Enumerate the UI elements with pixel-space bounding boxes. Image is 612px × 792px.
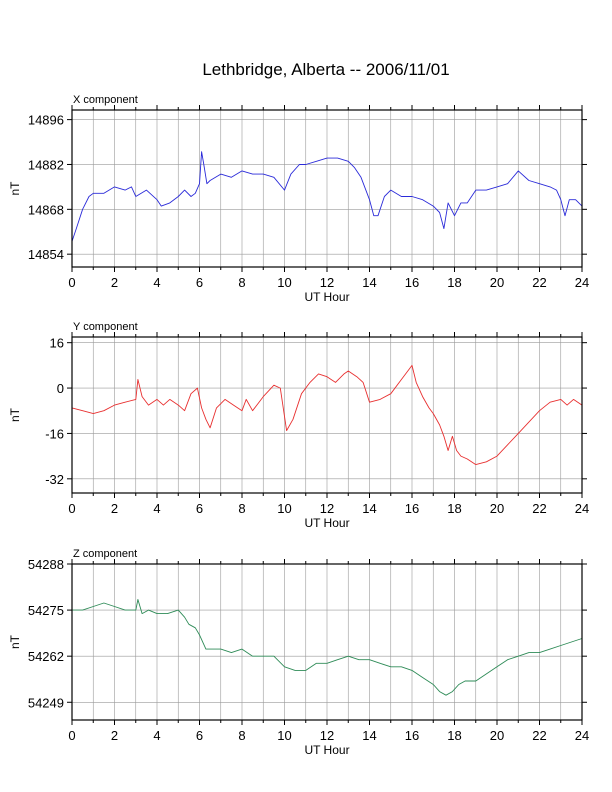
data-series-line <box>71 364 583 466</box>
y-tick-label: -16 <box>45 426 64 441</box>
x-tick-label: 22 <box>532 501 546 516</box>
x-tick-label: 16 <box>405 275 419 290</box>
x-tick-label: 4 <box>153 275 160 290</box>
x-tick-label: 20 <box>490 728 504 743</box>
x-tick-label: 8 <box>238 501 245 516</box>
x-tick-label: 16 <box>405 728 419 743</box>
y-tick-label: 16 <box>50 336 64 351</box>
x-tick-label: 2 <box>111 275 118 290</box>
y-tick-label: 14882 <box>28 157 64 172</box>
x-tick-label: 10 <box>277 275 291 290</box>
data-series-line <box>71 151 583 242</box>
x-tick-label: 14 <box>362 728 376 743</box>
y-tick-label: 0 <box>57 381 64 396</box>
x-tick-label: 12 <box>320 728 334 743</box>
x-tick-label: 4 <box>153 501 160 516</box>
x-tick-label: 22 <box>532 275 546 290</box>
y-tick-label: 54288 <box>28 557 64 572</box>
x-tick-label: 20 <box>490 501 504 516</box>
x-tick-label: 4 <box>153 728 160 743</box>
x-axis-label: UT Hour <box>304 516 349 530</box>
panel-title: Z component <box>73 548 137 560</box>
y-tick-label: 14868 <box>28 202 64 217</box>
x-tick-label: 18 <box>447 501 461 516</box>
x-tick-label: 0 <box>68 275 75 290</box>
y-tick-label: -32 <box>45 472 64 487</box>
x-tick-label: 24 <box>575 501 589 516</box>
panel-title: X component <box>73 94 138 106</box>
y-axis-label: nT <box>8 407 22 422</box>
x-tick-label: 6 <box>196 728 203 743</box>
x-axis-label: UT Hour <box>304 290 349 304</box>
x-tick-label: 16 <box>405 501 419 516</box>
y-axis-label: nT <box>8 634 22 649</box>
x-tick-label: 12 <box>320 501 334 516</box>
figure-title: Lethbridge, Alberta -- 2006/11/01 <box>202 60 449 79</box>
y-axis-label: nT <box>8 181 22 196</box>
data-series-line <box>72 599 583 696</box>
x-tick-label: 14 <box>362 501 376 516</box>
y-tick-label: 14896 <box>28 113 64 128</box>
x-tick-label: 10 <box>277 728 291 743</box>
x-axis-label: UT Hour <box>304 743 349 757</box>
x-tick-label: 14 <box>362 275 376 290</box>
y-tick-label: 54275 <box>28 603 64 618</box>
z-component-panel: 0 2 4 6 8 10 12 14 16 18 20 22 245424954262542755428… <box>8 548 589 757</box>
x-tick-label: 24 <box>575 728 589 743</box>
y-tick-label: 14854 <box>28 247 64 262</box>
x-tick-label: 8 <box>238 728 245 743</box>
x-tick-label: 2 <box>111 728 118 743</box>
x-tick-label: 8 <box>238 275 245 290</box>
y-tick-label: 54262 <box>28 649 64 664</box>
x-tick-label: 18 <box>447 728 461 743</box>
x-tick-label: 0 <box>68 728 75 743</box>
x-tick-label: 6 <box>196 501 203 516</box>
x-tick-label: 22 <box>532 728 546 743</box>
x-tick-label: 0 <box>68 501 75 516</box>
panel-title: Y component <box>73 321 138 333</box>
y-tick-label: 54249 <box>28 695 64 710</box>
x-tick-label: 24 <box>575 275 589 290</box>
x-component-panel: 0 2 4 6 8 10 12 14 16 18 20 22 241485414868148821489… <box>8 94 589 304</box>
x-tick-label: 18 <box>447 275 461 290</box>
x-tick-label: 6 <box>196 275 203 290</box>
x-tick-label: 12 <box>320 275 334 290</box>
x-tick-label: 10 <box>277 501 291 516</box>
x-tick-label: 2 <box>111 501 118 516</box>
x-tick-label: 20 <box>490 275 504 290</box>
